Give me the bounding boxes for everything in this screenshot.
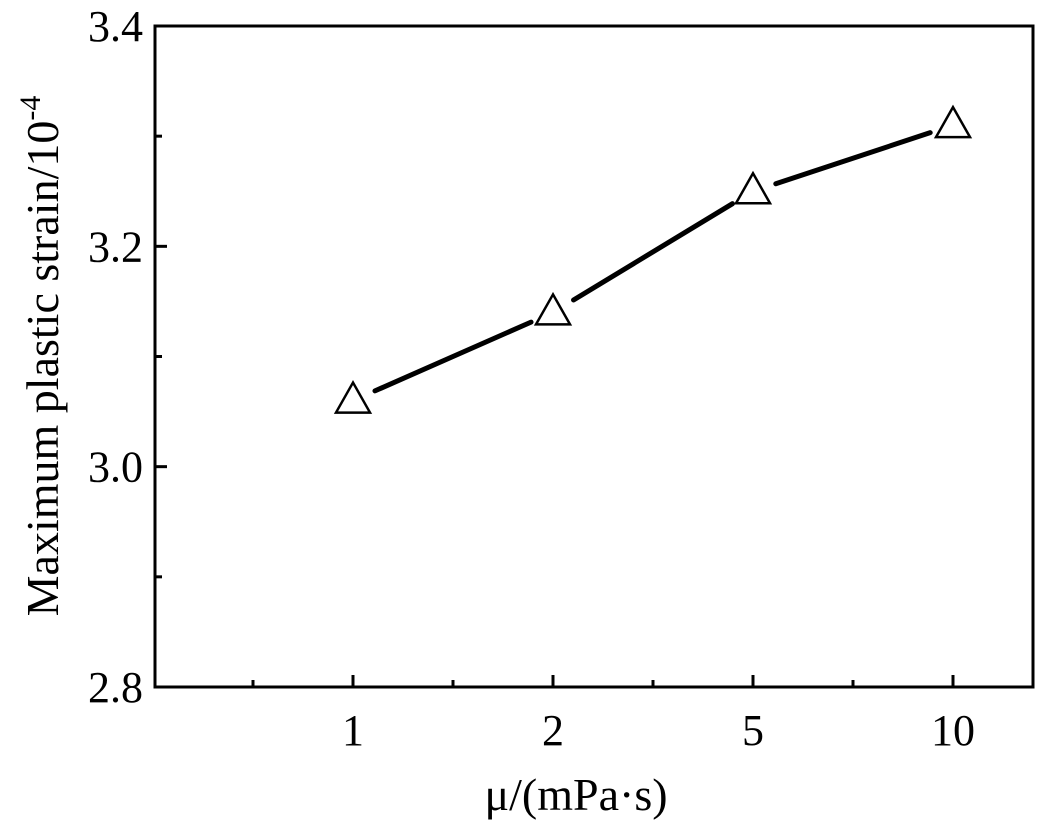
data-point-triangle [533, 291, 573, 326]
plot-frame [153, 24, 1035, 689]
y-axis-label-text: Maximum plastic strain/10 [17, 121, 68, 617]
series-line-segment [372, 319, 534, 394]
y-ticks: 2.8 3.0 3.2 3.4 [88, 2, 167, 712]
data-point-triangle [733, 170, 773, 205]
y-tick-label: 3.2 [88, 222, 143, 271]
x-tick-label: 10 [931, 706, 975, 755]
series-line-segment [571, 201, 735, 303]
y-tick-label: 3.0 [88, 443, 143, 492]
x-tick-label: 2 [542, 706, 564, 755]
data-point-triangle [333, 380, 373, 414]
series [333, 104, 973, 414]
data-point-triangle [933, 104, 973, 139]
y-axis-label-exponent: -4 [14, 96, 47, 121]
y-axis-label: Maximum plastic strain/10-4 [14, 96, 68, 617]
x-tick-label: 1 [342, 706, 364, 755]
series-line-segment [773, 130, 933, 187]
x-ticks: 1 2 5 10 [251, 675, 975, 755]
x-tick-label: 5 [742, 706, 764, 755]
y-tick-label: 2.8 [88, 663, 143, 712]
y-tick-label: 3.4 [88, 2, 143, 51]
x-axis-label: μ/(mPa·s) [484, 769, 667, 820]
